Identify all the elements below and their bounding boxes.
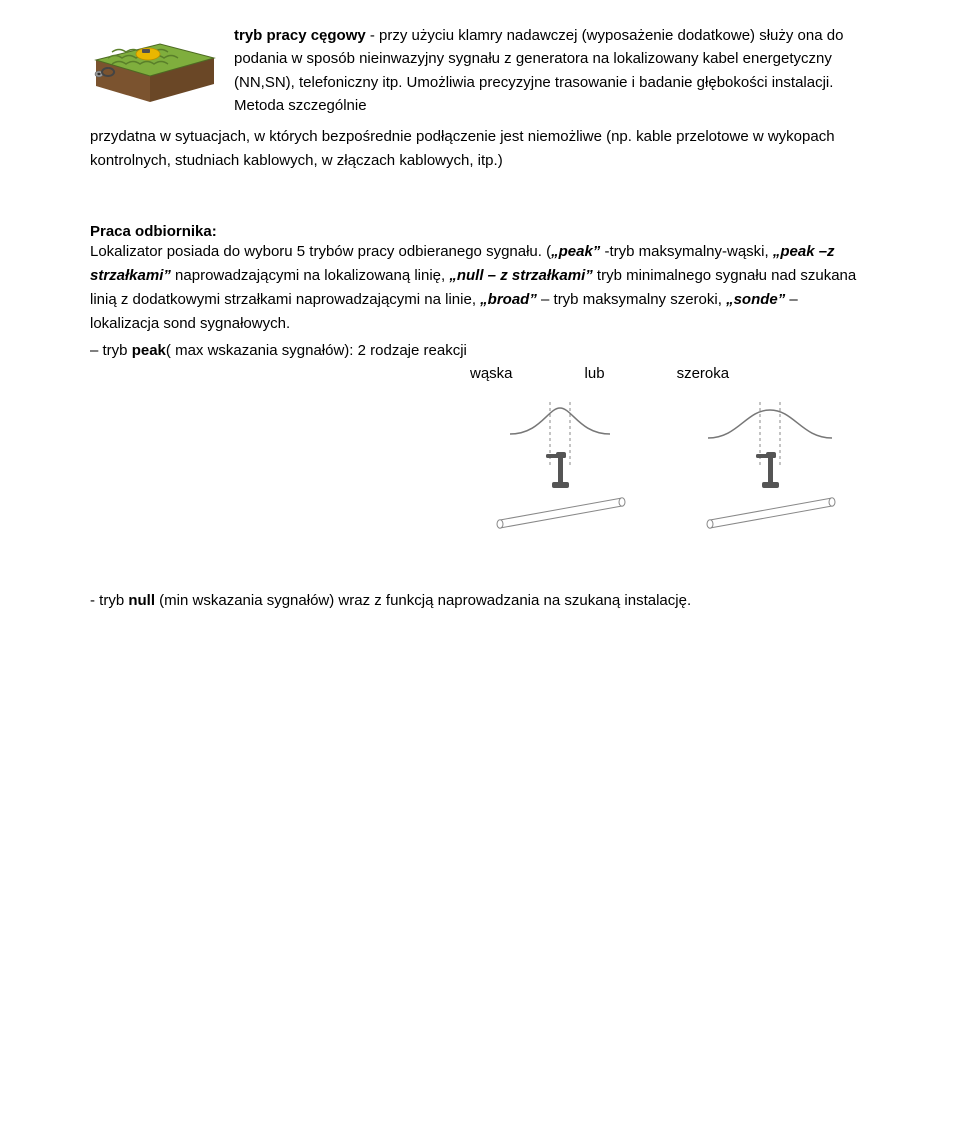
clamp-illustration — [90, 24, 220, 112]
section1-top-text: tryb pracy cęgowy - przy użyciu klamry n… — [234, 24, 870, 117]
receiver-wide-icon — [700, 402, 850, 542]
section1-continuation: przydatna w sytuacjach, w których bezpoś… — [90, 125, 870, 173]
section2-body: Lokalizator posiada do wyboru 5 trybów p… — [90, 240, 870, 336]
section2-heading: Praca odbiornika: — [90, 223, 870, 240]
reaction-labels: wąska lub szeroka — [470, 365, 870, 382]
s2-e: – tryb maksymalny szeroki, — [537, 291, 726, 308]
dash-bold: peak — [132, 342, 166, 359]
label-lub: lub — [585, 365, 605, 382]
label-szeroka: szeroka — [677, 365, 730, 382]
dash-a: tryb — [103, 342, 132, 359]
s2-broad: „broad” — [480, 291, 537, 308]
s2-a: Lokalizator posiada do wyboru 5 trybów p… — [90, 243, 551, 260]
section1-title: tryb pracy cęgowy — [234, 27, 366, 44]
s3-a: - tryb — [90, 592, 128, 609]
s3-null: null — [128, 592, 155, 609]
page: tryb pracy cęgowy - przy użyciu klamry n… — [0, 0, 960, 649]
label-waska: wąska — [470, 365, 513, 382]
receiver-figures — [490, 402, 870, 542]
s2-sonde: „sonde” — [726, 291, 785, 308]
peak-mode-line: – tryb peak( max wskazania sygnałów): 2 … — [90, 342, 870, 359]
s2-null-arrows: „null – z strzałkami” — [449, 267, 592, 284]
section-tryb-cegowy: tryb pracy cęgowy - przy użyciu klamry n… — [90, 24, 870, 117]
dash-b: ( max wskazania sygnałów): 2 rodzaje rea… — [166, 342, 467, 359]
receiver-narrow-icon — [490, 402, 640, 542]
s2-b: -tryb maksymalny-wąski, — [600, 243, 773, 260]
dash-prefix: – — [90, 342, 103, 359]
clamp-svg-icon — [90, 24, 220, 114]
null-mode-line: - tryb null (min wskazania sygnałów) wra… — [90, 592, 870, 609]
s2-peak: „peak” — [551, 243, 600, 260]
s2-c: naprowadzającymi na lokalizowaną linię, — [171, 267, 449, 284]
s3-b: (min wskazania sygnałów) wraz z funkcją … — [155, 592, 691, 609]
